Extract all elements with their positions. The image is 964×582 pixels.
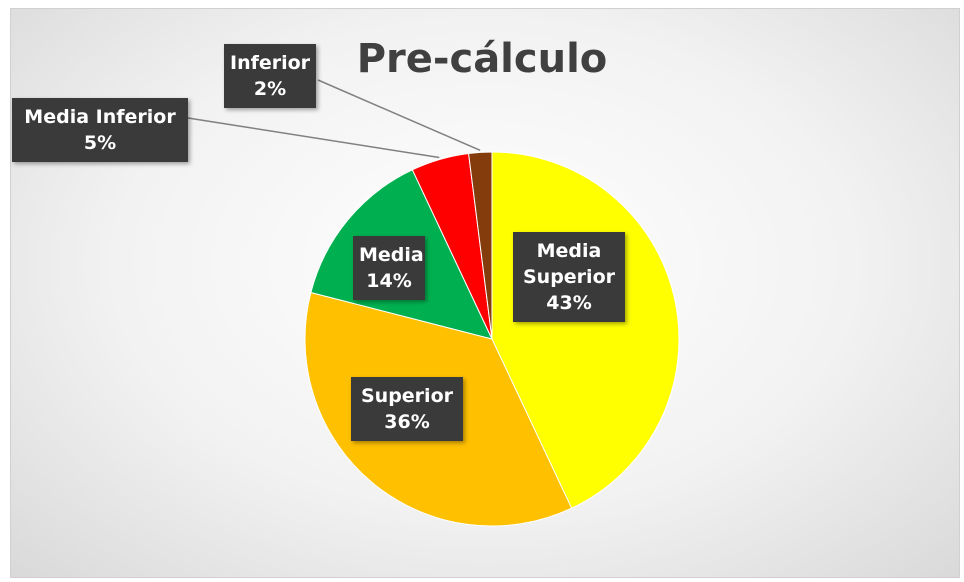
label-category: Media [359, 244, 424, 266]
data-label: Media 14% [353, 236, 425, 300]
data-label: Superior 36% [351, 377, 463, 441]
data-label: Media Inferior 5% [12, 98, 188, 162]
label-value: 5% [83, 132, 117, 154]
pie-slice [468, 151, 493, 340]
label-category: Superior [360, 385, 453, 407]
data-label: Inferior 2% [224, 44, 316, 108]
label-category: Media Inferior [24, 106, 176, 128]
data-label: Media Superior 43% [513, 232, 625, 322]
label-value: 2% [253, 78, 287, 100]
label-value: 14% [366, 270, 412, 292]
chart-title: Pre-cálculo [356, 36, 608, 82]
label-category: Media Superior [522, 240, 615, 288]
leader-line [317, 79, 481, 152]
leader-line [187, 117, 440, 159]
label-value: 36% [384, 411, 430, 433]
label-category: Inferior [230, 52, 311, 74]
label-value: 43% [546, 292, 592, 314]
